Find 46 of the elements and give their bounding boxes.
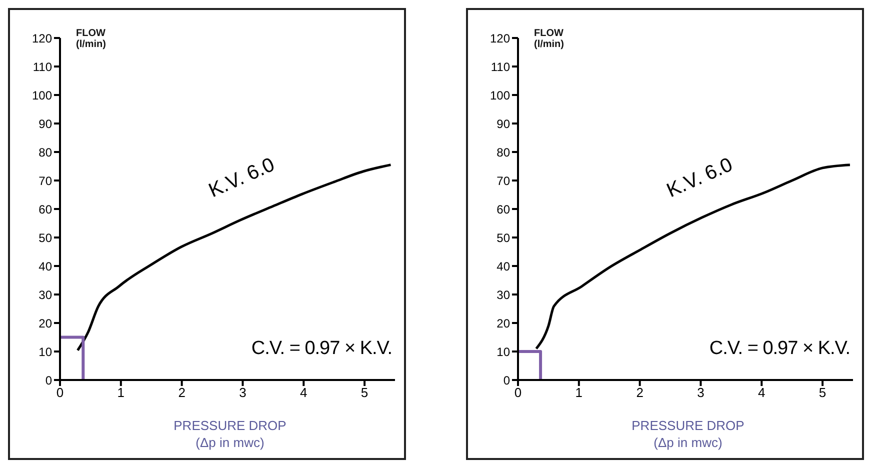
x-tick-label: 0 xyxy=(514,385,522,400)
y-tick-label: 50 xyxy=(38,230,52,245)
x-tick-label: 4 xyxy=(758,385,766,400)
y-tick-label: 30 xyxy=(38,288,52,302)
y-tick-label: 10 xyxy=(496,344,510,359)
y-tick-label: 100 xyxy=(490,88,510,102)
y-tick-label: 20 xyxy=(38,316,52,330)
y-tick-label: 70 xyxy=(38,174,52,188)
y-tick-label: 20 xyxy=(496,316,510,330)
y-tick-label: 80 xyxy=(38,145,52,160)
y-tick-label: 60 xyxy=(38,202,52,216)
y-axis-title: FLOW (l/min) xyxy=(76,28,106,50)
y-tick-label: 110 xyxy=(32,60,52,74)
y-tick-label: 110 xyxy=(490,60,510,74)
y-tick-label: 120 xyxy=(490,31,510,46)
annotation: C.V. = 0.97 × K.V. xyxy=(709,338,850,360)
x-tick-label: 2 xyxy=(636,385,644,400)
x-tick-label: 1 xyxy=(117,385,125,400)
y-tick-label: 40 xyxy=(38,259,52,274)
annotation: C.V. = 0.97 × K.V. xyxy=(251,338,392,360)
y-tick-label: 10 xyxy=(38,344,52,359)
y-tick-label: 120 xyxy=(32,31,52,46)
y-tick-label: 100 xyxy=(32,88,52,102)
y-tick-label: 0 xyxy=(45,373,52,388)
y-tick-label: 0 xyxy=(503,373,510,388)
x-tick-label: 2 xyxy=(178,385,186,400)
x-tick-label: 1 xyxy=(575,385,583,400)
y-tick-label: 90 xyxy=(496,116,510,131)
x-axis-title: PRESSURE DROP (Δp in mwc) xyxy=(172,417,288,451)
annotation: K.V. 6.0 xyxy=(664,154,736,203)
x-tick-label: 3 xyxy=(697,385,704,400)
x-tick-label: 4 xyxy=(300,385,308,400)
annotation: K.V. 6.0 xyxy=(206,154,278,203)
y-tick-label: 30 xyxy=(496,288,510,302)
x-tick-label: 3 xyxy=(239,385,246,400)
x-tick-label: 5 xyxy=(818,385,826,400)
y-tick-label: 60 xyxy=(496,202,510,216)
x-axis-title: PRESSURE DROP (Δp in mwc) xyxy=(630,417,746,451)
y-tick-label: 90 xyxy=(38,116,52,131)
y-tick-label: 80 xyxy=(496,145,510,160)
y-axis-title: FLOW (l/min) xyxy=(534,28,564,50)
y-tick-label: 40 xyxy=(496,259,510,274)
x-tick-label: 0 xyxy=(56,385,64,400)
y-tick-label: 50 xyxy=(496,230,510,245)
y-tick-label: 70 xyxy=(496,174,510,188)
x-tick-label: 5 xyxy=(360,385,368,400)
